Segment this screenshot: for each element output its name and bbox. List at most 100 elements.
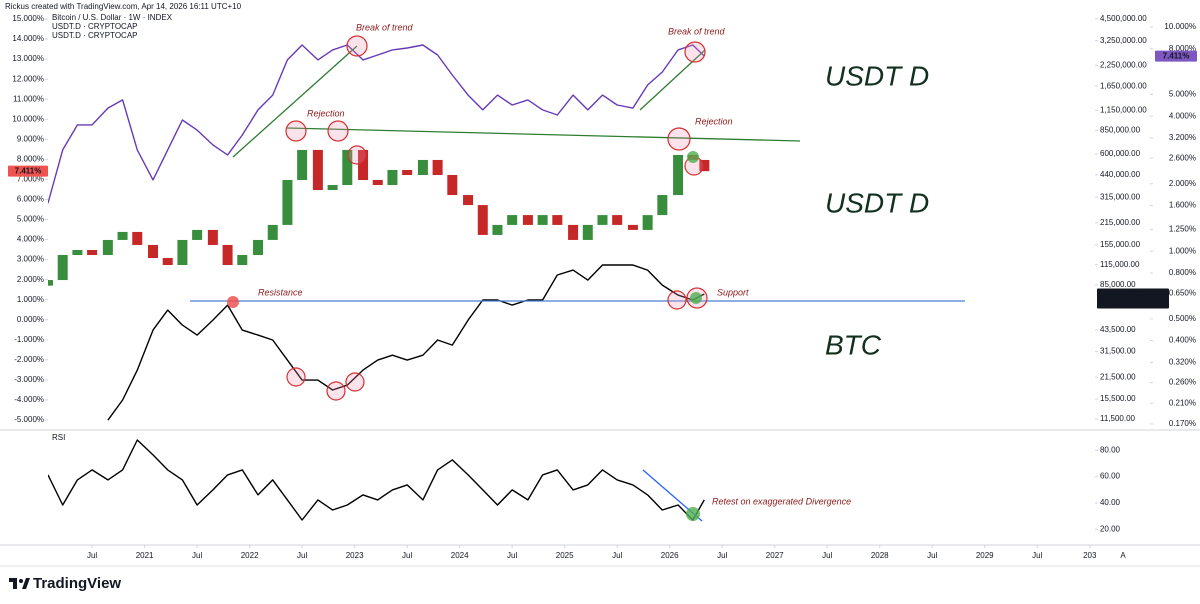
axes: 15.000% 14.000% 13.000% 12.000% 11.000% 10.00… xyxy=(8,14,1197,560)
annotation: Support xyxy=(717,287,749,297)
candle xyxy=(387,169,398,186)
big-label: USDT D xyxy=(825,187,929,218)
annotation: Rejection xyxy=(307,108,345,118)
price-label: 74,363.58 xyxy=(1115,289,1151,298)
y-tick-label: 12.000% xyxy=(12,74,44,83)
y-tick-label: 2,250,000.00 xyxy=(1100,60,1147,69)
candle xyxy=(132,231,143,245)
candle xyxy=(148,244,159,258)
y-tick-label: 7.000% xyxy=(17,175,44,184)
y-tick-label: 0.170% xyxy=(1169,419,1196,428)
y-tick-label: 1.250% xyxy=(1169,225,1196,234)
y-tick-label: 3.200% xyxy=(1169,133,1196,142)
y-tick-label: 5.000% xyxy=(1169,90,1196,99)
y-tick-label: 13.000% xyxy=(12,54,44,63)
legend-entry: USDT.D · CRYPTOCAP xyxy=(52,31,138,40)
marker-circle xyxy=(285,120,307,142)
y-tick-label: 1,650,000.00 xyxy=(1100,81,1147,90)
y-tick-label: 15.000% xyxy=(12,14,44,23)
y-tick-label: 31,500.00 xyxy=(1100,347,1136,356)
line-series xyxy=(48,439,705,521)
auto-button[interactable]: A xyxy=(1120,551,1126,560)
x-tick-label: Jul xyxy=(192,551,202,560)
annotation: Break of trend xyxy=(668,26,726,36)
x-tick-label: 2028 xyxy=(871,551,889,560)
candle xyxy=(612,215,623,225)
y-tick-label: 10.000% xyxy=(1164,22,1196,31)
big-label: USDT D xyxy=(825,60,929,91)
y-tick-label: 11.000% xyxy=(13,94,44,103)
candle xyxy=(297,149,308,181)
countdown-label: 5d 18h xyxy=(1101,298,1125,307)
y-tick-label: 6.000% xyxy=(17,195,44,204)
drawings xyxy=(190,35,965,522)
y-tick-label: 20.00 xyxy=(1100,524,1121,533)
price-label: 7.411% xyxy=(15,166,42,175)
candle xyxy=(477,205,488,235)
y-tick-label: 8.000% xyxy=(1169,44,1196,53)
y-tick-label: -3.000% xyxy=(14,375,44,384)
candle xyxy=(552,215,563,225)
candle xyxy=(327,185,338,191)
trend-line xyxy=(232,45,358,158)
rsi-pane xyxy=(48,439,705,521)
candle xyxy=(48,280,53,286)
y-tick-label: 9.000% xyxy=(17,134,44,143)
x-tick-label: Jul xyxy=(612,551,622,560)
x-tick-label: Jul xyxy=(927,551,937,560)
candle xyxy=(597,215,608,225)
candle xyxy=(492,224,503,235)
main-pane xyxy=(48,44,710,421)
logo-shape xyxy=(22,578,30,589)
marker-dot xyxy=(690,292,702,304)
annotation: Break of trend xyxy=(356,22,414,32)
x-tick-label: Jul xyxy=(402,551,412,560)
y-tick-label: 43,500.00 xyxy=(1100,325,1136,334)
candle xyxy=(447,174,458,196)
x-tick-label: Jul xyxy=(1032,551,1042,560)
y-tick-label: 15,500.00 xyxy=(1100,394,1136,403)
marker-circle xyxy=(347,145,367,165)
candle xyxy=(537,215,548,225)
annotation: Retest on exaggerated Divergence xyxy=(712,496,851,506)
y-tick-label: 215,000.00 xyxy=(1100,218,1141,227)
marker-circle xyxy=(346,35,368,57)
big-label: BTC xyxy=(825,329,882,360)
price-label: 7.411% xyxy=(1163,51,1190,60)
y-tick-label: 315,000.00 xyxy=(1100,192,1141,201)
marker-dot xyxy=(227,296,239,308)
trend-line xyxy=(286,127,801,142)
candle xyxy=(282,180,293,225)
marker-circle xyxy=(286,367,306,387)
candle xyxy=(342,149,353,186)
x-tick-label: Jul xyxy=(87,551,97,560)
y-tick-label: -5.000% xyxy=(14,415,44,424)
y-tick-label: 4.000% xyxy=(17,235,44,244)
price-label-box xyxy=(1155,50,1197,62)
y-tick-label: 0.000% xyxy=(17,315,44,324)
candle xyxy=(699,159,710,172)
candle xyxy=(372,180,383,186)
candle xyxy=(102,239,113,255)
x-tick-label: Jul xyxy=(717,551,727,560)
y-tick-label: 115,000.00 xyxy=(1100,260,1140,269)
candle xyxy=(432,159,443,175)
marker-dot xyxy=(686,507,700,521)
x-tick-label: Jul xyxy=(507,551,517,560)
rsi-title: RSI xyxy=(52,433,65,442)
x-tick-label: 2026 xyxy=(661,551,679,560)
y-tick-label: 3,250,000.00 xyxy=(1100,36,1147,45)
marker-circle xyxy=(667,290,687,310)
brand-name: TradingView xyxy=(33,575,121,592)
candle xyxy=(237,254,248,266)
annotation: Resistance xyxy=(258,287,303,297)
line-series xyxy=(48,44,705,204)
y-tick-label: 2.600% xyxy=(1169,153,1196,162)
candle xyxy=(582,224,593,240)
candle xyxy=(463,195,474,206)
x-tick-label: Jul xyxy=(297,551,307,560)
y-tick-label: 11,500.00 xyxy=(1100,414,1136,423)
x-tick-label: 2025 xyxy=(556,551,574,560)
